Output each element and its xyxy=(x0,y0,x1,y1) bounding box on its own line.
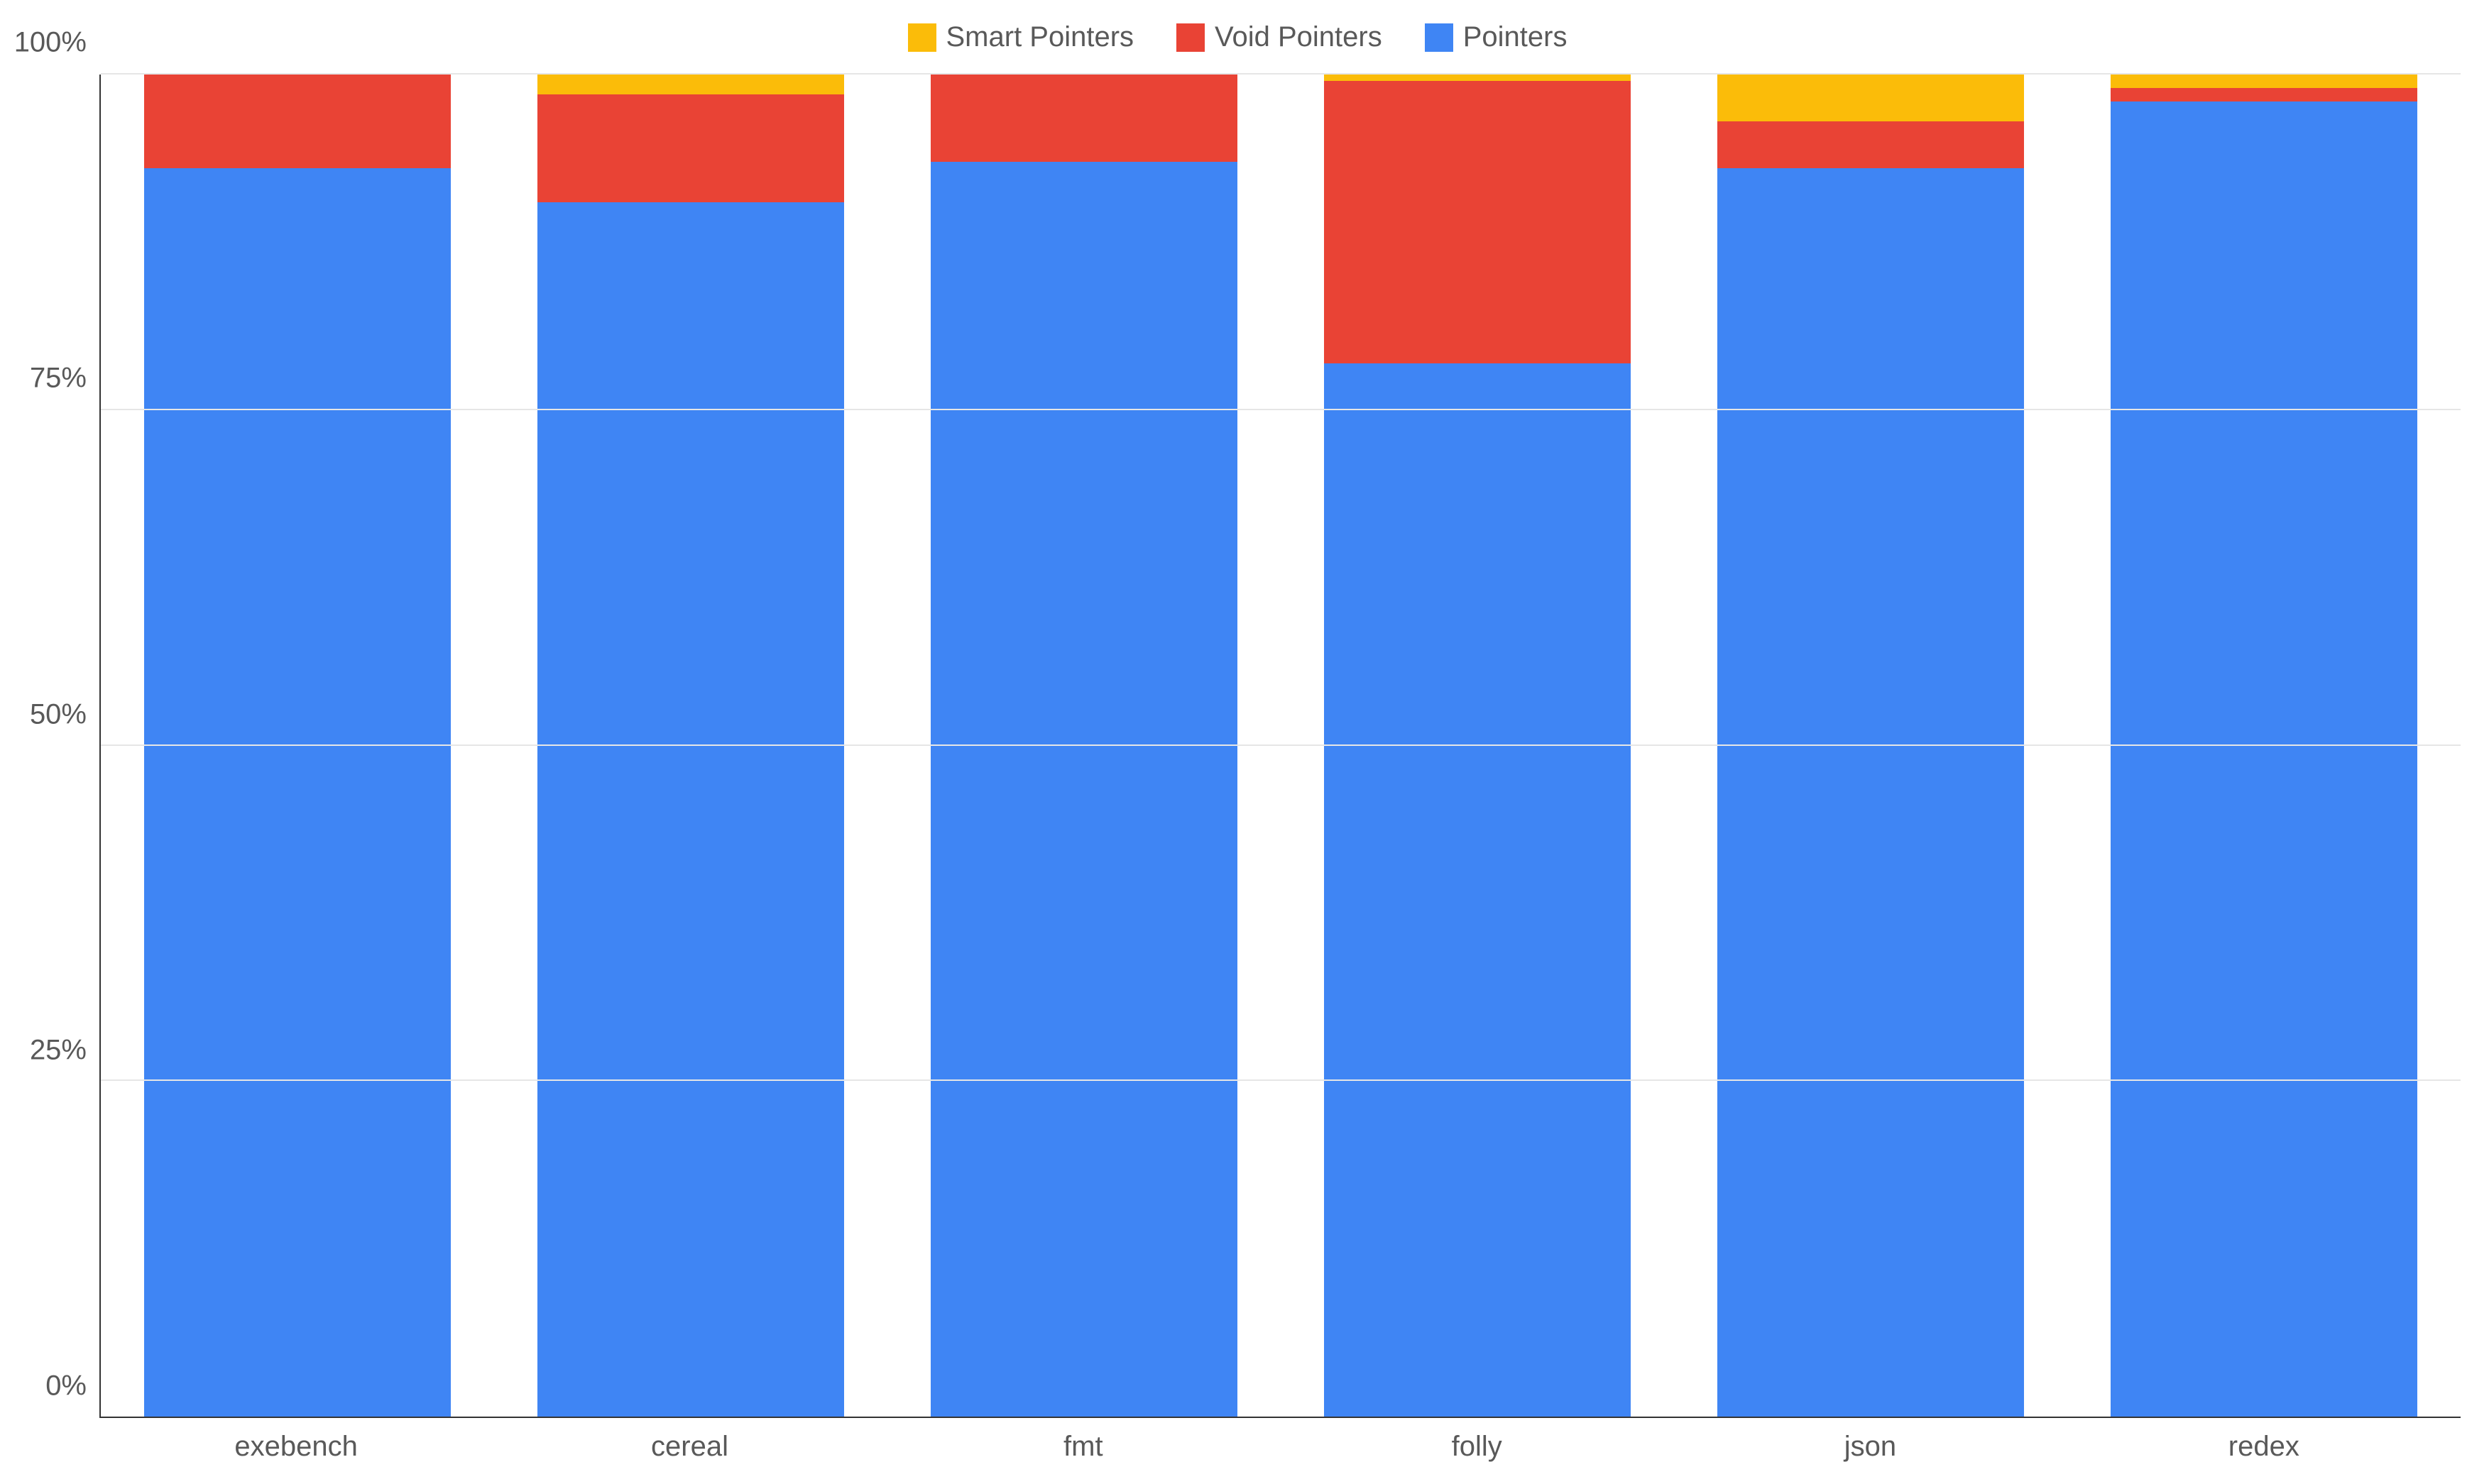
legend-label: Pointers xyxy=(1463,21,1568,53)
gridline xyxy=(101,73,2461,75)
bar-segment-pointers xyxy=(1324,363,1631,1417)
bar-cereal xyxy=(537,75,844,1417)
stacked-bar-chart: Smart Pointers Void Pointers Pointers 0% 25… xyxy=(0,0,2489,1484)
y-tick-label: 100% xyxy=(14,27,87,59)
gridline xyxy=(101,744,2461,746)
bar-segment-pointers xyxy=(2111,101,2417,1417)
y-tick-label: 25% xyxy=(30,1034,87,1066)
gridline xyxy=(101,1079,2461,1081)
bar-segment-smart-pointers xyxy=(1324,75,1631,81)
bar-json xyxy=(1717,75,2024,1417)
legend-swatch xyxy=(908,23,936,52)
bar-segment-void-pointers xyxy=(537,94,844,202)
legend-item-smart-pointers: Smart Pointers xyxy=(908,21,1134,53)
legend-label: Smart Pointers xyxy=(946,21,1134,53)
bar-slot xyxy=(887,75,1281,1417)
bar-segment-void-pointers xyxy=(2111,88,2417,101)
x-tick-label: cereal xyxy=(493,1431,886,1463)
bar-fmt xyxy=(931,75,1237,1417)
bar-segment-pointers xyxy=(931,162,1237,1417)
x-tick-label: fmt xyxy=(887,1431,1280,1463)
bar-segment-void-pointers xyxy=(144,75,451,168)
x-tick-label: redex xyxy=(2067,1431,2461,1463)
bar-slot xyxy=(101,75,494,1417)
bars-container xyxy=(101,75,2461,1417)
bar-slot xyxy=(1674,75,2067,1417)
bar-segment-void-pointers xyxy=(1717,121,2024,168)
bar-segment-smart-pointers xyxy=(2111,75,2417,88)
legend-swatch xyxy=(1176,23,1205,52)
bar-segment-void-pointers xyxy=(931,75,1237,162)
bar-segment-smart-pointers xyxy=(537,75,844,94)
bar-segment-void-pointers xyxy=(1324,81,1631,363)
bar-redex xyxy=(2111,75,2417,1417)
x-axis: exebenchcerealfmtfollyjsonredex xyxy=(99,1418,2461,1463)
bar-segment-pointers xyxy=(1717,168,2024,1417)
bar-slot xyxy=(2067,75,2461,1417)
legend-item-void-pointers: Void Pointers xyxy=(1176,21,1382,53)
plot-area xyxy=(99,75,2461,1418)
plot-row: 0%25%50%75%100% xyxy=(14,75,2461,1418)
bar-segment-smart-pointers xyxy=(1717,75,2024,121)
bar-segment-pointers xyxy=(144,168,451,1417)
y-tick-label: 0% xyxy=(45,1370,87,1402)
x-tick-label: exebench xyxy=(99,1431,493,1463)
bar-segment-pointers xyxy=(537,202,844,1417)
bar-exebench xyxy=(144,75,451,1417)
legend: Smart Pointers Void Pointers Pointers xyxy=(14,14,2461,75)
y-tick-label: 75% xyxy=(30,363,87,395)
y-axis: 0%25%50%75%100% xyxy=(14,75,99,1418)
y-tick-label: 50% xyxy=(30,698,87,730)
legend-label: Void Pointers xyxy=(1215,21,1382,53)
x-tick-label: json xyxy=(1673,1431,2067,1463)
bar-slot xyxy=(494,75,887,1417)
x-tick-label: folly xyxy=(1280,1431,1673,1463)
bar-slot xyxy=(1281,75,1674,1417)
bar-folly xyxy=(1324,75,1631,1417)
gridline xyxy=(101,409,2461,410)
legend-swatch xyxy=(1425,23,1453,52)
legend-item-pointers: Pointers xyxy=(1425,21,1568,53)
